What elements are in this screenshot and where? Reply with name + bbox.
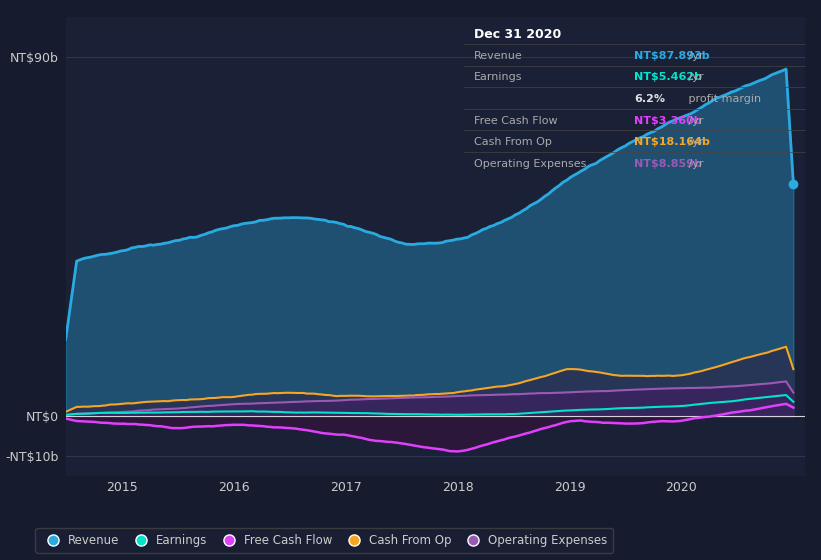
Text: /yr: /yr <box>686 51 704 61</box>
Text: NT$87.893b: NT$87.893b <box>635 51 710 61</box>
Text: Cash From Op: Cash From Op <box>474 137 552 147</box>
Text: /yr: /yr <box>686 116 704 125</box>
Text: NT$8.859b: NT$8.859b <box>635 159 702 169</box>
Legend: Revenue, Earnings, Free Cash Flow, Cash From Op, Operating Expenses: Revenue, Earnings, Free Cash Flow, Cash … <box>35 528 613 553</box>
Text: 6.2%: 6.2% <box>635 94 665 104</box>
Text: NT$5.462b: NT$5.462b <box>635 72 702 82</box>
Text: NT$3.360b: NT$3.360b <box>635 116 702 125</box>
Text: Free Cash Flow: Free Cash Flow <box>474 116 557 125</box>
Text: Operating Expenses: Operating Expenses <box>474 159 586 169</box>
Text: /yr: /yr <box>686 159 704 169</box>
Text: /yr: /yr <box>686 137 704 147</box>
Text: profit margin: profit margin <box>686 94 761 104</box>
Text: Revenue: Revenue <box>474 51 523 61</box>
Text: Earnings: Earnings <box>474 72 523 82</box>
Text: Dec 31 2020: Dec 31 2020 <box>474 28 562 41</box>
Text: NT$18.164b: NT$18.164b <box>635 137 710 147</box>
Text: /yr: /yr <box>686 72 704 82</box>
